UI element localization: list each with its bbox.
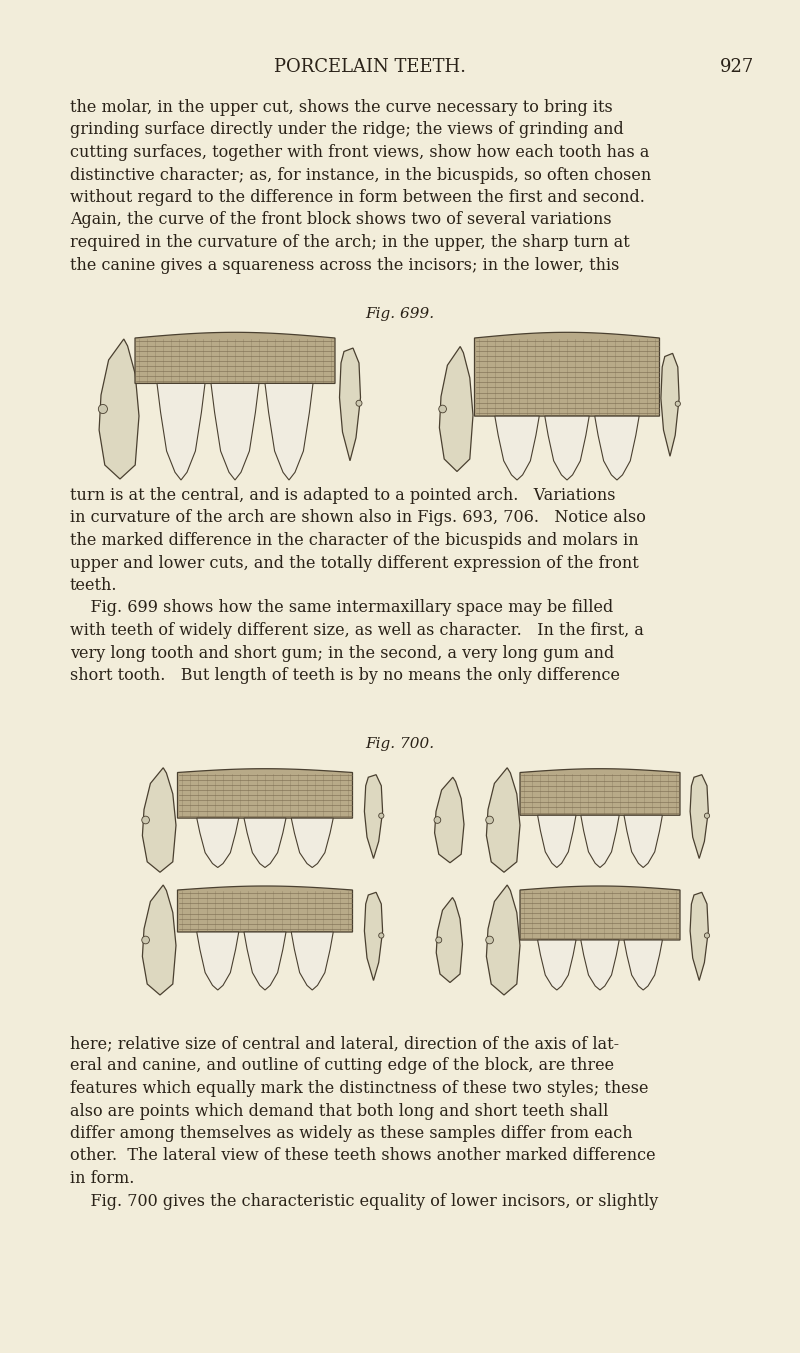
Circle shape bbox=[378, 813, 384, 819]
Polygon shape bbox=[364, 775, 382, 858]
Polygon shape bbox=[474, 333, 659, 417]
Polygon shape bbox=[520, 886, 680, 940]
Text: here; relative size of central and lateral, direction of the axis of lat-: here; relative size of central and later… bbox=[70, 1035, 619, 1053]
Circle shape bbox=[436, 938, 442, 943]
Text: teeth.: teeth. bbox=[70, 576, 118, 594]
Text: also are points which demand that both long and short teeth shall: also are points which demand that both l… bbox=[70, 1103, 608, 1119]
Polygon shape bbox=[364, 892, 382, 981]
Text: in curvature of the arch are shown also in Figs. 693, 706.   Notice also: in curvature of the arch are shown also … bbox=[70, 510, 646, 526]
Polygon shape bbox=[439, 346, 473, 471]
Text: in form.: in form. bbox=[70, 1170, 134, 1187]
Text: very long tooth and short gum; in the second, a very long gum and: very long tooth and short gum; in the se… bbox=[70, 644, 614, 662]
Circle shape bbox=[98, 405, 107, 414]
Polygon shape bbox=[486, 885, 520, 994]
Text: required in the curvature of the arch; in the upper, the sharp turn at: required in the curvature of the arch; i… bbox=[70, 234, 630, 252]
Polygon shape bbox=[244, 819, 286, 867]
Text: Fig. 700.: Fig. 700. bbox=[366, 737, 434, 751]
Polygon shape bbox=[436, 897, 462, 982]
Polygon shape bbox=[690, 775, 708, 858]
Circle shape bbox=[486, 816, 494, 824]
Text: cutting surfaces, together with front views, show how each tooth has a: cutting surfaces, together with front vi… bbox=[70, 143, 650, 161]
Text: Fig. 699.: Fig. 699. bbox=[366, 307, 434, 321]
Polygon shape bbox=[520, 769, 680, 816]
Circle shape bbox=[438, 405, 446, 413]
Polygon shape bbox=[690, 892, 708, 981]
Text: with teeth of widely different size, as well as character.   In the first, a: with teeth of widely different size, as … bbox=[70, 622, 644, 639]
Polygon shape bbox=[211, 383, 259, 480]
Text: PORCELAIN TEETH.: PORCELAIN TEETH. bbox=[274, 58, 466, 76]
Text: eral and canine, and outline of cutting edge of the block, are three: eral and canine, and outline of cutting … bbox=[70, 1058, 614, 1074]
Polygon shape bbox=[178, 886, 353, 932]
Circle shape bbox=[356, 400, 362, 406]
Text: Again, the curve of the front block shows two of several variations: Again, the curve of the front block show… bbox=[70, 211, 612, 229]
Circle shape bbox=[486, 936, 494, 944]
Polygon shape bbox=[178, 769, 353, 819]
Polygon shape bbox=[99, 340, 139, 479]
Circle shape bbox=[142, 816, 150, 824]
Circle shape bbox=[434, 817, 441, 824]
Text: upper and lower cuts, and the totally different expression of the front: upper and lower cuts, and the totally di… bbox=[70, 555, 638, 571]
Text: other.  The lateral view of these teeth shows another marked difference: other. The lateral view of these teeth s… bbox=[70, 1147, 656, 1165]
Polygon shape bbox=[339, 348, 361, 461]
Circle shape bbox=[378, 934, 384, 938]
Polygon shape bbox=[265, 383, 313, 480]
Polygon shape bbox=[538, 816, 576, 867]
Text: differ among themselves as widely as these samples differ from each: differ among themselves as widely as the… bbox=[70, 1124, 633, 1142]
Polygon shape bbox=[624, 816, 662, 867]
Text: short tooth.   But length of teeth is by no means the only difference: short tooth. But length of teeth is by n… bbox=[70, 667, 620, 685]
Polygon shape bbox=[486, 767, 520, 873]
Circle shape bbox=[142, 936, 150, 944]
Polygon shape bbox=[581, 940, 619, 990]
Polygon shape bbox=[291, 932, 334, 990]
Circle shape bbox=[675, 400, 680, 406]
Polygon shape bbox=[495, 417, 539, 480]
Text: features which equally mark the distinctness of these two styles; these: features which equally mark the distinct… bbox=[70, 1080, 649, 1097]
Polygon shape bbox=[135, 333, 335, 383]
Text: 927: 927 bbox=[720, 58, 754, 76]
Polygon shape bbox=[197, 932, 238, 990]
Circle shape bbox=[704, 934, 710, 938]
Text: without regard to the difference in form between the first and second.: without regard to the difference in form… bbox=[70, 189, 645, 206]
Polygon shape bbox=[157, 383, 205, 480]
Text: turn is at the central, and is adapted to a pointed arch.   Variations: turn is at the central, and is adapted t… bbox=[70, 487, 615, 505]
Polygon shape bbox=[197, 819, 238, 867]
Polygon shape bbox=[244, 932, 286, 990]
Polygon shape bbox=[594, 417, 639, 480]
Text: distinctive character; as, for instance, in the bicuspids, so often chosen: distinctive character; as, for instance,… bbox=[70, 166, 651, 184]
Polygon shape bbox=[661, 353, 679, 456]
Polygon shape bbox=[624, 940, 662, 990]
Polygon shape bbox=[434, 777, 464, 863]
Polygon shape bbox=[291, 819, 334, 867]
Polygon shape bbox=[538, 940, 576, 990]
Polygon shape bbox=[545, 417, 589, 480]
Polygon shape bbox=[581, 816, 619, 867]
Text: Fig. 699 shows how the same intermaxillary space may be filled: Fig. 699 shows how the same intermaxilla… bbox=[70, 599, 614, 617]
Text: Fig. 700 gives the characteristic equality of lower incisors, or slightly: Fig. 700 gives the characteristic equali… bbox=[70, 1192, 658, 1210]
Text: the marked difference in the character of the bicuspids and molars in: the marked difference in the character o… bbox=[70, 532, 638, 549]
Text: the molar, in the upper cut, shows the curve necessary to bring its: the molar, in the upper cut, shows the c… bbox=[70, 99, 613, 116]
Polygon shape bbox=[142, 767, 176, 873]
Text: the canine gives a squareness across the incisors; in the lower, this: the canine gives a squareness across the… bbox=[70, 257, 619, 273]
Polygon shape bbox=[142, 885, 176, 994]
Text: grinding surface directly under the ridge; the views of grinding and: grinding surface directly under the ridg… bbox=[70, 122, 624, 138]
Circle shape bbox=[704, 813, 710, 819]
